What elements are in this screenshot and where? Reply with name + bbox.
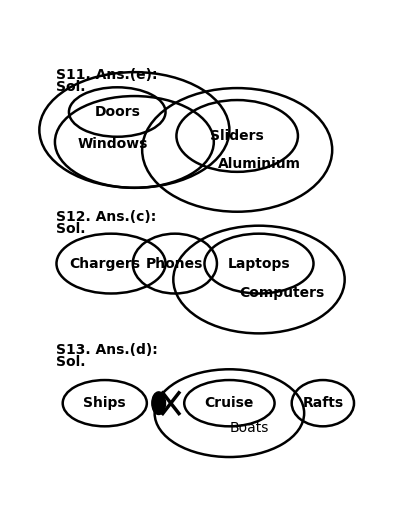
Text: S12. Ans.(c):: S12. Ans.(c):: [56, 210, 156, 224]
Text: Computers: Computers: [239, 286, 324, 300]
Text: Chargers: Chargers: [69, 256, 140, 270]
Text: Sol.: Sol.: [56, 355, 86, 369]
Text: S13. Ans.(d):: S13. Ans.(d):: [56, 343, 158, 357]
Text: Cruise: Cruise: [204, 396, 253, 410]
Text: Phones: Phones: [146, 256, 203, 270]
Text: Sol.: Sol.: [56, 222, 86, 236]
Text: Aluminium: Aluminium: [217, 157, 300, 171]
Text: Windows: Windows: [77, 137, 148, 151]
Text: S11. Ans.(e):: S11. Ans.(e):: [56, 68, 158, 82]
Ellipse shape: [152, 392, 165, 414]
Text: Rafts: Rafts: [302, 396, 342, 410]
Text: Boats: Boats: [229, 421, 269, 435]
Text: Doors: Doors: [94, 105, 140, 119]
Text: Sliders: Sliders: [210, 129, 263, 143]
Text: Sol.: Sol.: [56, 80, 86, 94]
Text: Ships: Ships: [83, 396, 126, 410]
Text: Laptops: Laptops: [227, 256, 290, 270]
